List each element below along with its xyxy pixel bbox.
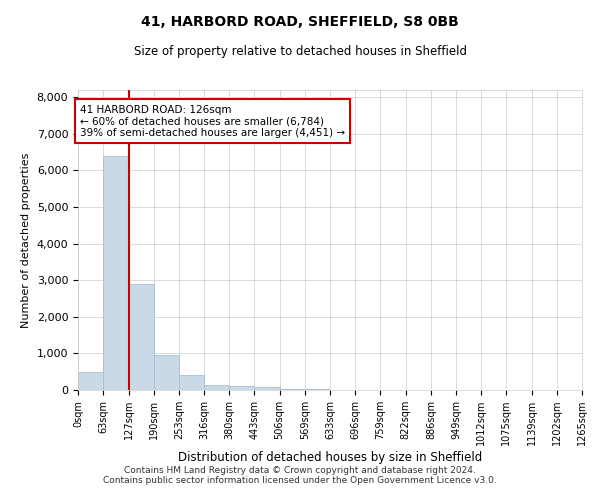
Y-axis label: Number of detached properties: Number of detached properties — [21, 152, 31, 328]
Bar — [254, 388, 280, 390]
Bar — [280, 389, 305, 390]
Bar — [229, 386, 254, 390]
Text: 41 HARBORD ROAD: 126sqm
← 60% of detached houses are smaller (6,784)
39% of semi: 41 HARBORD ROAD: 126sqm ← 60% of detache… — [80, 104, 345, 138]
Text: 41, HARBORD ROAD, SHEFFIELD, S8 0BB: 41, HARBORD ROAD, SHEFFIELD, S8 0BB — [141, 15, 459, 29]
X-axis label: Distribution of detached houses by size in Sheffield: Distribution of detached houses by size … — [178, 451, 482, 464]
Bar — [128, 284, 154, 390]
Text: Size of property relative to detached houses in Sheffield: Size of property relative to detached ho… — [133, 45, 467, 58]
Text: Contains HM Land Registry data © Crown copyright and database right 2024.
Contai: Contains HM Land Registry data © Crown c… — [103, 466, 497, 485]
Bar — [179, 376, 204, 390]
Bar — [154, 355, 179, 390]
Bar — [78, 372, 103, 390]
Bar — [204, 384, 229, 390]
Bar — [103, 156, 128, 390]
